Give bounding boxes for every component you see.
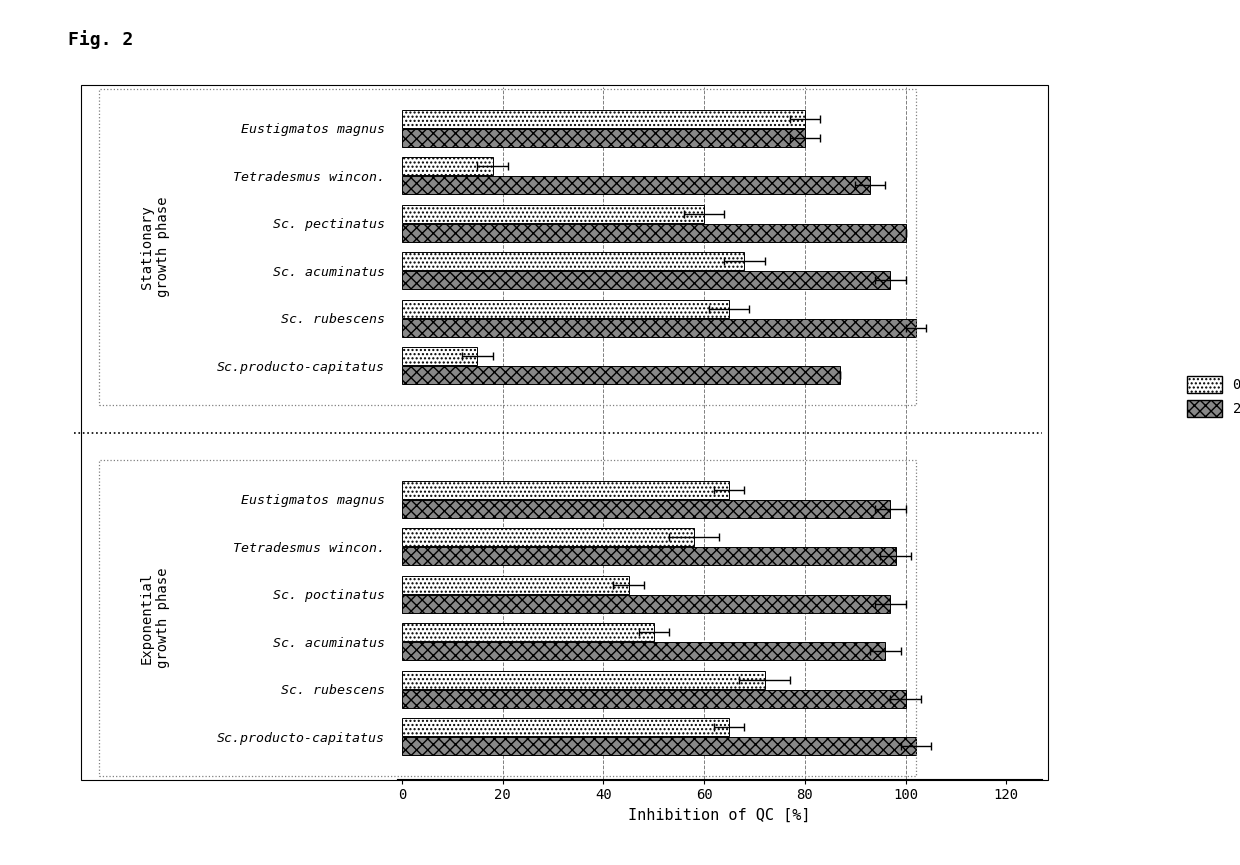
Text: Fig. 2: Fig. 2 xyxy=(68,30,134,49)
Bar xyxy=(402,737,915,755)
Bar xyxy=(402,272,890,290)
Bar xyxy=(402,575,629,593)
Bar xyxy=(402,367,841,385)
Bar xyxy=(402,480,729,498)
Bar xyxy=(402,348,477,366)
Bar xyxy=(402,623,653,641)
Bar xyxy=(402,253,744,271)
Bar xyxy=(402,176,870,195)
Bar xyxy=(402,547,895,565)
Bar xyxy=(402,224,905,242)
Bar xyxy=(402,670,765,689)
Bar xyxy=(402,594,890,612)
Text: Stationary
growth phase: Stationary growth phase xyxy=(140,197,170,298)
Bar xyxy=(402,528,694,546)
X-axis label: Inhibition of QC [%]: Inhibition of QC [%] xyxy=(627,808,811,823)
Bar xyxy=(402,718,729,736)
Text: Exponential
growth phase: Exponential growth phase xyxy=(140,567,170,668)
Bar xyxy=(402,642,885,660)
Bar xyxy=(402,157,492,176)
Bar xyxy=(402,300,729,318)
Bar xyxy=(402,689,905,708)
Bar xyxy=(402,319,915,337)
Bar xyxy=(402,499,890,517)
Bar xyxy=(402,110,805,128)
Legend: 0.2 mg/L, 2 mg/L: 0.2 mg/L, 2 mg/L xyxy=(1182,370,1240,422)
Bar xyxy=(402,129,805,147)
Bar xyxy=(402,205,704,223)
